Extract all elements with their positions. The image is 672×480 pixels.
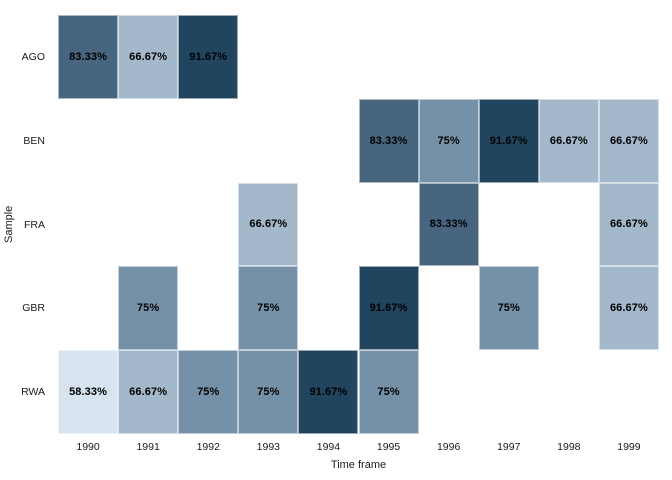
cell-value-label: 83.33%: [69, 50, 107, 63]
x-tick-label-1993: 1993: [256, 441, 281, 453]
heatmap-cell-BEN-1996: 75%: [418, 98, 479, 183]
cell-value-label: 58.33%: [69, 386, 107, 399]
heatmap-cell-BEN-1999: 66.67%: [598, 98, 659, 183]
heatmap-cell-AGO-1991: 66.67%: [118, 15, 179, 99]
cell-value-label: 83.33%: [429, 218, 468, 231]
heatmap-cell-AGO-1992: 91.67%: [178, 15, 239, 99]
heatmap-cell-GBR-1997: 75%: [478, 266, 539, 351]
cell-value-label: 75%: [497, 302, 520, 315]
cell-value-label: 91.67%: [369, 302, 408, 315]
x-tick-label-1999: 1999: [617, 441, 641, 453]
heatmap-cell-BEN-1995: 83.33%: [358, 98, 419, 183]
heatmap-cell-BEN-1998: 66.67%: [538, 98, 599, 183]
plot-area: 83.33% 66.67% 91.67% 83.33% 75% 91.67% 66.67% 6…: [58, 15, 659, 434]
cell-value-label: 66.67%: [609, 134, 648, 147]
x-axis-tick-labels: 1990 1991 1992 1993 1994 1995 1996 1997 1998 1999: [58, 441, 659, 455]
cell-value-label: 75%: [377, 386, 400, 399]
cell-value-label: 91.67%: [309, 386, 348, 399]
y-tick-label-FRA: FRA: [24, 218, 45, 231]
cell-value-label: 66.67%: [129, 386, 168, 399]
x-tick-label-1990: 1990: [76, 441, 100, 453]
heatmap-cell-FRA-1996: 83.33%: [418, 182, 479, 267]
heatmap-cell-RWA-1991: 66.67%: [118, 350, 179, 434]
y-tick-label-AGO: AGO: [21, 50, 45, 63]
cell-value-label: 66.67%: [609, 302, 648, 315]
heatmap-cell-GBR-1993: 75%: [238, 266, 299, 351]
cell-value-label: 66.67%: [129, 50, 168, 63]
cell-value-label: 75%: [257, 386, 280, 399]
cell-value-label: 83.33%: [369, 134, 408, 147]
heatmap-cell-RWA-1990: 58.33%: [58, 350, 119, 434]
heatmap-cell-RWA-1992: 75%: [178, 350, 239, 434]
cell-value-label: 66.67%: [549, 134, 588, 147]
cell-value-label: 66.67%: [609, 218, 648, 231]
y-axis-tick-labels: AGO BEN FRA GBR RWA: [0, 15, 58, 434]
y-tick-label-BEN: BEN: [23, 134, 45, 147]
cell-value-label: 91.67%: [189, 50, 228, 63]
heatmap-cell-RWA-1995: 75%: [358, 350, 419, 434]
cell-value-label: 91.67%: [489, 134, 528, 147]
heatmap-cell-RWA-1994: 91.67%: [298, 350, 359, 434]
x-tick-label-1992: 1992: [196, 441, 220, 453]
heatmap-cell-FRA-1993: 66.67%: [238, 182, 299, 267]
y-tick-label-RWA: RWA: [21, 386, 45, 399]
cell-value-label: 75%: [136, 302, 160, 315]
x-tick-label-1997: 1997: [497, 441, 521, 453]
y-tick-label-GBR: GBR: [22, 302, 45, 315]
cell-value-label: 75%: [257, 302, 280, 315]
x-tick-label-1995: 1995: [376, 441, 401, 453]
x-tick-label-1996: 1996: [436, 441, 461, 453]
x-axis-title: Time frame: [330, 459, 387, 471]
heatmap-cell-GBR-1999: 66.67%: [598, 266, 659, 351]
x-tick-label-1998: 1998: [557, 441, 581, 453]
heatmap-cell-GBR-1995: 91.67%: [358, 266, 419, 351]
x-tick-label-1994: 1994: [316, 441, 341, 453]
heatmap-cell-RWA-1993: 75%: [238, 350, 299, 434]
cell-value-label: 75%: [197, 386, 220, 399]
heatmap-cell-FRA-1999: 66.67%: [598, 182, 659, 267]
heatmap-cell-AGO-1990: 83.33%: [58, 15, 119, 99]
cell-value-label: 75%: [437, 134, 460, 147]
heatmap-cell-BEN-1997: 91.67%: [478, 98, 539, 183]
x-tick-label-1991: 1991: [136, 441, 160, 453]
heatmap-cell-GBR-1991: 75%: [118, 266, 179, 351]
cell-value-label: 66.67%: [249, 218, 288, 231]
